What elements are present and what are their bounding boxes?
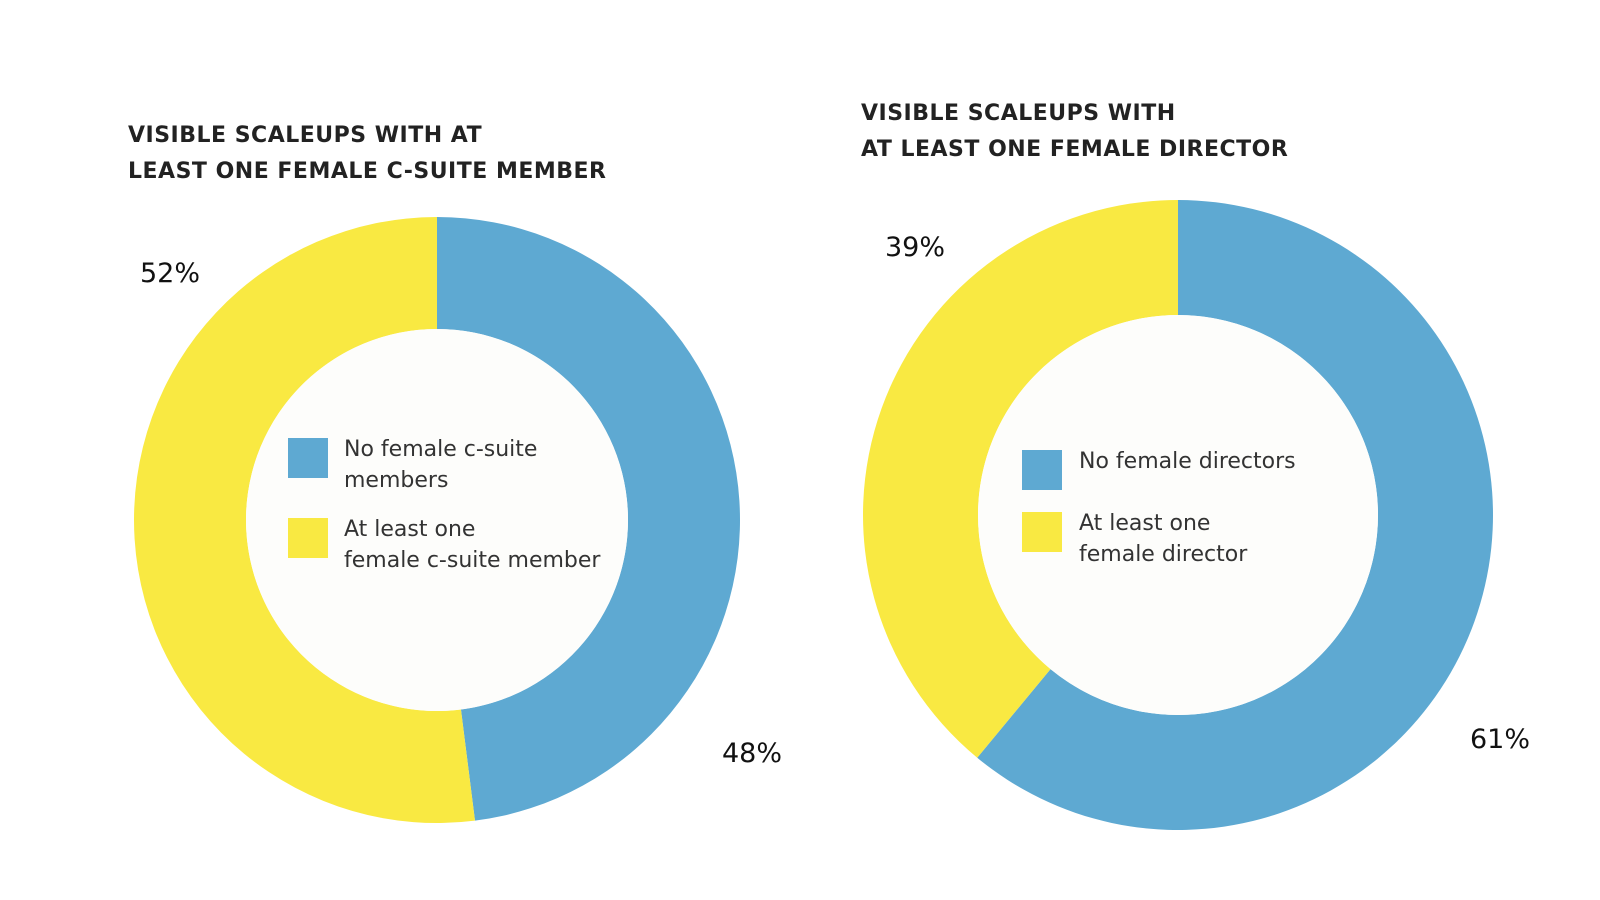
legend-label: No female c-suite members xyxy=(344,437,538,493)
value-label: 39% xyxy=(885,232,946,263)
chart-title: VISIBLE SCALEUPS WITH AT LEAST ONE FEMAL… xyxy=(861,101,1289,162)
value-label: 61% xyxy=(1470,724,1531,755)
value-label: 48% xyxy=(722,738,783,769)
legend-label: At least one female c-suite member xyxy=(344,517,601,573)
legend-swatch xyxy=(1022,512,1062,552)
donut-slice xyxy=(862,200,1178,758)
chart-title: VISIBLE SCALEUPS WITH AT LEAST ONE FEMAL… xyxy=(128,123,607,184)
donut-slice xyxy=(134,217,475,823)
donut-hole xyxy=(978,315,1378,715)
legend-swatch xyxy=(288,438,328,478)
donut-slice xyxy=(977,200,1493,830)
legend-label: At least one female director xyxy=(1079,511,1248,567)
legend-swatch xyxy=(1022,450,1062,490)
donut-hole xyxy=(246,329,628,711)
donut-slice xyxy=(437,217,741,821)
legend-swatch xyxy=(288,518,328,558)
legend-label: No female directors xyxy=(1079,449,1296,474)
value-label: 52% xyxy=(140,258,201,289)
